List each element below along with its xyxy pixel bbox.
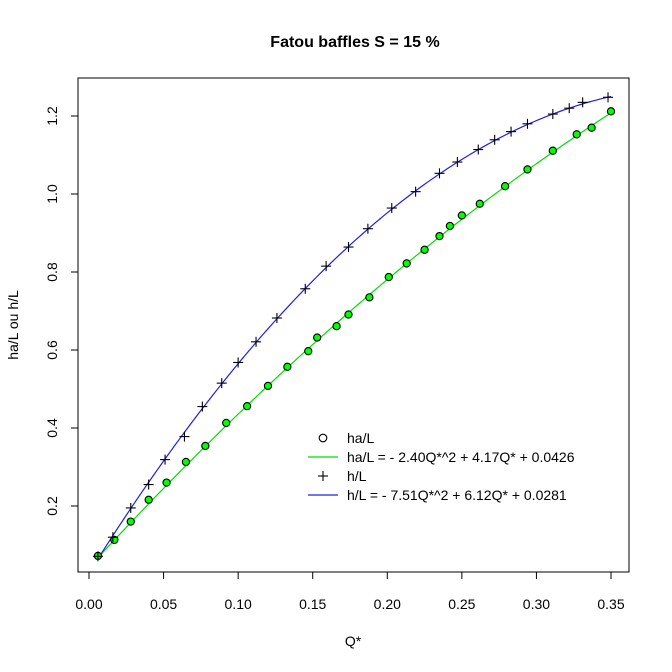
- x-tick-label: 0.00: [75, 596, 102, 612]
- point-plus: [216, 378, 227, 389]
- point-circle: [144, 495, 153, 504]
- x-tick-label: 0.20: [374, 596, 401, 612]
- point-circle: [445, 221, 455, 231]
- point-plus: [343, 242, 354, 253]
- point-plus: [473, 144, 484, 155]
- point-plus: [125, 502, 136, 513]
- point-circle: [365, 293, 374, 302]
- y-tick-label: 1.0: [44, 184, 60, 204]
- point-circle: [313, 333, 322, 342]
- x-tick-label: 0.30: [523, 596, 550, 612]
- point-circle: [384, 272, 393, 282]
- legend-label-3: h/L = - 7.51Q*^2 + 6.12Q* + 0.0281: [347, 487, 567, 503]
- legend: ha/L ha/L = - 2.40Q*^2 + 4.17Q* + 0.0426 h…: [308, 430, 575, 503]
- point-plus: [522, 118, 533, 129]
- point-plus: [271, 313, 282, 324]
- point-circle: [475, 199, 484, 208]
- chart-title: Fatou baffles S = 15 %: [270, 34, 439, 51]
- point-circle: [606, 107, 616, 116]
- point-plus: [251, 336, 262, 347]
- point-plus: [233, 357, 244, 368]
- fit-line-series-3: [97, 95, 612, 560]
- axes: 0.00 0.05 0.10 0.15 0.20 0.25 0.30 0.35 0.2 0.4 0.…: [44, 106, 625, 612]
- point-circle: [523, 165, 532, 174]
- point-circle: [222, 418, 231, 428]
- data-points: [92, 92, 616, 562]
- x-tick-label: 0.35: [597, 596, 624, 612]
- point-plus: [197, 401, 208, 412]
- point-circle: [162, 478, 171, 487]
- x-tick-label: 0.15: [299, 596, 326, 612]
- point-circle: [435, 231, 444, 241]
- legend-circle-0: [318, 433, 328, 443]
- point-circle: [304, 347, 313, 356]
- point-plus: [603, 92, 614, 103]
- x-axis-label: Q*: [345, 633, 362, 649]
- point-circle: [572, 130, 581, 139]
- x-tick-label: 0.10: [225, 596, 252, 612]
- point-plus: [160, 454, 171, 465]
- point-plus: [434, 168, 445, 179]
- point-plus: [92, 551, 103, 562]
- y-tick-label: 0.6: [44, 340, 60, 360]
- point-circle: [242, 402, 252, 411]
- point-plus: [547, 109, 558, 120]
- point-circle: [126, 517, 135, 526]
- point-plus: [107, 532, 118, 543]
- point-plus: [452, 157, 463, 168]
- point-plus: [577, 97, 588, 108]
- point-circle: [548, 146, 557, 155]
- y-tick-label: 1.2: [44, 106, 60, 126]
- x-tick-label: 0.05: [150, 596, 177, 612]
- point-circle: [181, 457, 191, 467]
- point-plus: [564, 103, 575, 114]
- point-plus: [386, 203, 397, 214]
- point-circle: [201, 441, 210, 451]
- point-circle: [283, 362, 292, 371]
- point-plus: [179, 431, 190, 442]
- y-tick-label: 0.8: [44, 262, 60, 282]
- point-plus: [143, 479, 154, 490]
- y-axis-label: ha/L ou h/L: [5, 290, 21, 360]
- point-plus: [321, 261, 332, 272]
- legend-label-0: ha/L: [347, 430, 374, 446]
- point-circle: [457, 211, 467, 220]
- point-plus: [362, 223, 373, 234]
- point-plus: [300, 283, 311, 294]
- legend-label-2: h/L: [347, 468, 367, 484]
- point-plus: [489, 134, 500, 145]
- point-plus: [506, 126, 517, 137]
- point-circle: [263, 381, 273, 391]
- point-plus: [410, 186, 421, 197]
- point-circle: [420, 245, 429, 254]
- y-tick-label: 0.2: [44, 496, 60, 516]
- point-circle: [344, 310, 353, 319]
- legend-label-1: ha/L = - 2.40Q*^2 + 4.17Q* + 0.0426: [347, 449, 575, 465]
- point-circle: [402, 259, 411, 268]
- y-tick-label: 0.4: [44, 418, 60, 438]
- point-circle: [587, 123, 596, 132]
- x-tick-label: 0.25: [448, 596, 475, 612]
- point-circle: [500, 182, 510, 191]
- point-circle: [332, 322, 341, 331]
